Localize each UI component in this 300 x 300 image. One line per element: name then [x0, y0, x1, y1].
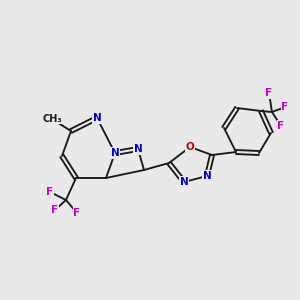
Text: N: N [180, 177, 188, 187]
Text: F: F [46, 187, 54, 197]
Text: N: N [93, 113, 101, 123]
Text: F: F [51, 205, 58, 215]
Text: N: N [134, 144, 142, 154]
Text: CH₃: CH₃ [42, 114, 62, 124]
Text: F: F [278, 121, 285, 131]
Text: N: N [202, 171, 211, 181]
Text: N: N [111, 148, 119, 158]
Text: F: F [266, 88, 273, 98]
Text: O: O [186, 142, 194, 152]
Text: F: F [281, 102, 289, 112]
Text: F: F [74, 208, 81, 218]
